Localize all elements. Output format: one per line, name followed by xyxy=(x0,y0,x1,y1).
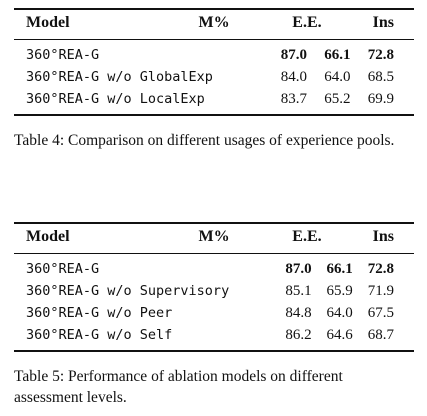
row-m: 85.1 xyxy=(285,282,312,299)
header-ee: E.E. xyxy=(292,14,322,31)
header-m: M% xyxy=(198,228,230,245)
row-m: 83.7 xyxy=(280,90,307,107)
table-row: 360°REA-G w/o Self 86.2 64.6 68.7 xyxy=(26,324,394,346)
table-row: 360°REA-G w/o Peer 84.8 64.0 67.5 xyxy=(26,302,394,324)
row-ee: 64.6 xyxy=(326,326,353,343)
row-model: 360°REA-G w/o Self xyxy=(26,327,173,343)
top-rule xyxy=(14,8,414,10)
row-ins: 68.7 xyxy=(367,326,394,343)
row-ins: 72.8 xyxy=(367,260,394,277)
table-5-block: Model M% E.E. Ins 360°REA-G 87.0 66.1 72… xyxy=(14,222,414,408)
row-m: 84.8 xyxy=(285,304,312,321)
table-header-row: Model M% E.E. Ins xyxy=(26,224,394,250)
row-model: 360°REA-G w/o Peer xyxy=(26,305,173,321)
row-ee: 66.1 xyxy=(324,46,351,63)
row-ins: 67.5 xyxy=(367,304,394,321)
header-ee: E.E. xyxy=(292,228,322,245)
header-ins: Ins xyxy=(372,228,394,245)
table-5-body: 360°REA-G 87.0 66.1 72.8 360°REA-G w/o S… xyxy=(26,258,394,346)
table-5: Model M% E.E. Ins xyxy=(26,224,394,250)
row-model: 360°REA-G xyxy=(26,47,100,63)
table-4-block: Model M% E.E. Ins 360°REA-G 87.0 66.1 72… xyxy=(14,8,414,151)
row-ee: 65.9 xyxy=(326,282,353,299)
table-4: Model M% E.E. Ins xyxy=(26,10,394,36)
row-ee: 64.0 xyxy=(326,304,353,321)
bottom-rule xyxy=(14,350,414,352)
mid-rule xyxy=(14,253,414,254)
header-ins: Ins xyxy=(372,14,394,31)
row-ee: 65.2 xyxy=(324,90,351,107)
row-model: 360°REA-G w/o GlobalExp xyxy=(26,69,213,85)
top-rule xyxy=(14,222,414,224)
table-header-row: Model M% E.E. Ins xyxy=(26,10,394,36)
header-m: M% xyxy=(198,14,230,31)
row-model: 360°REA-G xyxy=(26,261,100,277)
table-row: 360°REA-G w/o Supervisory 85.1 65.9 71.9 xyxy=(26,280,394,302)
table-4-body: 360°REA-G 87.0 66.1 72.8 360°REA-G w/o G… xyxy=(26,44,394,110)
row-m: 87.0 xyxy=(280,46,307,63)
table-row: 360°REA-G w/o GlobalExp 84.0 64.0 68.5 xyxy=(26,66,394,88)
row-m: 87.0 xyxy=(285,260,312,277)
row-model: 360°REA-G w/o Supervisory xyxy=(26,283,230,299)
row-ins: 72.8 xyxy=(367,46,394,63)
table-4-caption: Table 4: Comparison on different usages … xyxy=(14,132,395,149)
header-model: Model xyxy=(26,228,70,245)
table-row: 360°REA-G 87.0 66.1 72.8 xyxy=(26,258,394,280)
table-row: 360°REA-G 87.0 66.1 72.8 xyxy=(26,44,394,66)
bottom-rule xyxy=(14,114,414,116)
row-ins: 71.9 xyxy=(367,282,394,299)
row-m: 86.2 xyxy=(285,326,312,343)
row-ins: 68.5 xyxy=(367,68,394,85)
table-row: 360°REA-G w/o LocalExp 83.7 65.2 69.9 xyxy=(26,88,394,110)
row-ee: 64.0 xyxy=(324,68,351,85)
row-ee: 66.1 xyxy=(326,260,353,277)
row-m: 84.0 xyxy=(280,68,307,85)
table-5-caption: Table 5: Performance of ablation models … xyxy=(14,368,343,406)
row-model: 360°REA-G w/o LocalExp xyxy=(26,91,205,107)
header-model: Model xyxy=(26,14,70,31)
mid-rule xyxy=(14,39,414,40)
row-ins: 69.9 xyxy=(367,90,394,107)
